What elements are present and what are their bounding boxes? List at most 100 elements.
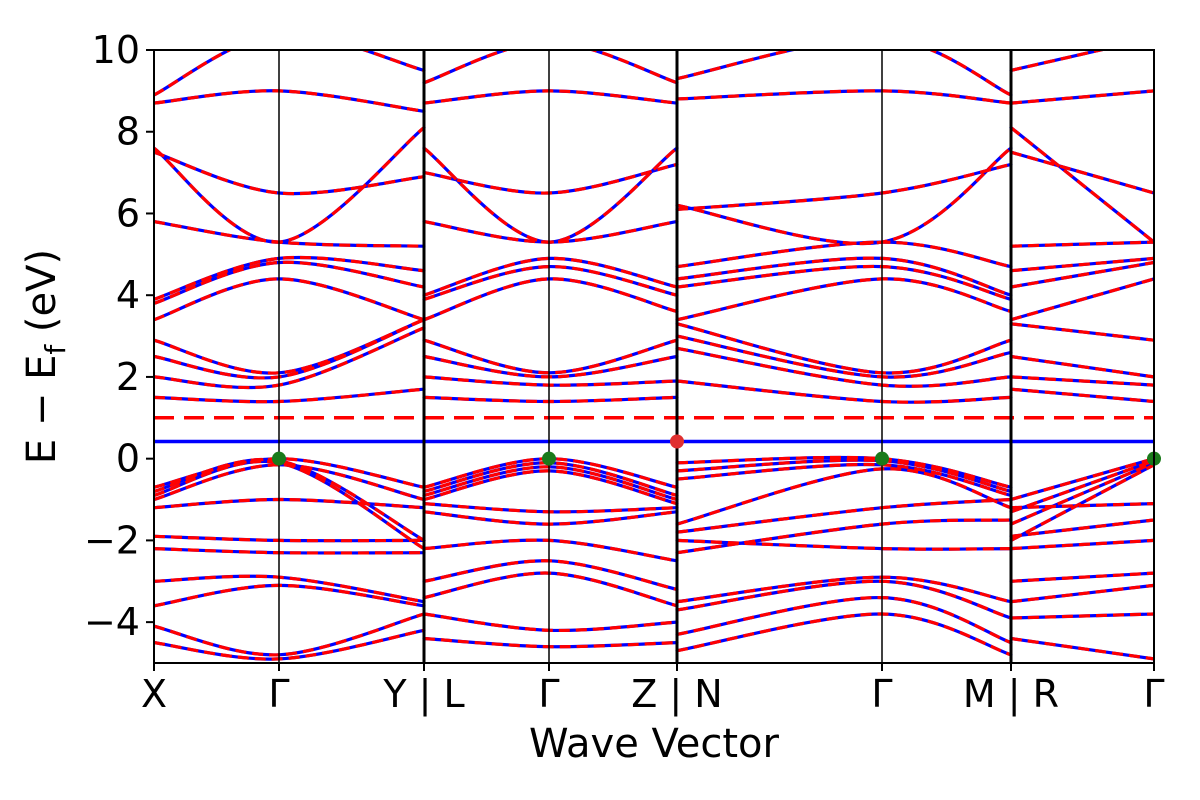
band-line-s1-b17-g2	[676, 256, 1012, 297]
band-line-s1-b19-g3	[1010, 150, 1154, 195]
band-line-s1-b0-g2	[676, 455, 1012, 489]
x-tick-label-6: M | R	[963, 672, 1059, 717]
band-line-s1-b8-g2	[676, 579, 1012, 620]
band-line-s0-b12-g2	[675, 346, 1013, 388]
x-tick-label-7: Γ	[1143, 672, 1164, 716]
band-line-s1-b21-g0	[154, 89, 425, 113]
band-line-s0-b15-g2	[675, 277, 1013, 322]
band-line-s1-b4-g2	[676, 497, 1012, 534]
band-line-s1-b0-g3	[1010, 457, 1154, 502]
band-line-s0-b22-g1	[422, 50, 679, 85]
band-line-s0-b14-g1	[422, 338, 679, 375]
band-line-s1-b2-g3	[1010, 461, 1154, 526]
band-line-s1-b14-g0	[154, 318, 425, 375]
band-line-s1-b6-g1	[423, 538, 678, 563]
band-line-s1-b22-g0	[154, 50, 425, 97]
y-tick-label-0: −4	[84, 600, 140, 644]
plot-frame	[153, 49, 1155, 664]
band-line-s1-b6-g3	[1010, 538, 1154, 551]
x-axis-title: Wave Vector	[529, 721, 780, 767]
band-line-s1-b7-g2	[676, 575, 1012, 604]
band-line-s1-b14-g3	[1010, 322, 1154, 342]
extremum-marker-2	[875, 451, 889, 466]
band-line-s1-b22-g2	[676, 50, 1012, 97]
extremum-marker-0	[272, 451, 286, 466]
band-line-s1-b22-g1	[423, 50, 678, 85]
x-ticks: X Γ Y | L Γ Z | N Γ M | R Γ	[141, 663, 1165, 717]
band-line-s0-b6-g1	[422, 538, 679, 563]
band-line-s1-b1-g2	[676, 458, 1012, 493]
band-line-s1-b14-g1	[423, 338, 678, 375]
y-tick-label-7: 10	[92, 28, 140, 72]
y-axis-title-main: E − E	[19, 355, 65, 465]
band-line-s1-b1-g0	[154, 457, 425, 542]
y-tick-label-2: 0	[116, 437, 140, 481]
y-tick-label-6: 8	[116, 110, 140, 154]
bands-layer	[154, 50, 1154, 661]
x-tick-label-3: Γ	[538, 672, 559, 716]
y-tick-label-3: 2	[116, 355, 140, 399]
band-line-s1-b16-g3	[1010, 260, 1154, 289]
markers-layer	[272, 434, 1161, 466]
band-line-s1-b17-g3	[1010, 256, 1154, 273]
band-line-s1-b5-g2	[676, 518, 1012, 555]
band-line-s1-b3-g0	[154, 463, 425, 502]
band-line-s0-b18-g2	[675, 240, 1013, 269]
band-line-s1-b8-g3	[1010, 583, 1154, 604]
kpoint-lines-layer	[278, 50, 1013, 663]
band-line-s0-b13-g0	[154, 318, 426, 380]
x-tick-label-4: Z | N	[631, 672, 722, 717]
band-line-s1-b2-g2	[676, 462, 1012, 497]
band-line-s1-b10-g3	[1010, 636, 1154, 661]
band-line-s1-b11-g2	[676, 379, 1012, 404]
band-line-s1-b21-g2	[676, 89, 1012, 105]
band-line-s1-b20-g3	[1009, 126, 1154, 244]
band-line-s1-b19-g1	[423, 162, 678, 195]
band-line-s0-b7-g1	[422, 559, 679, 591]
band-line-s1-b4-g3	[1010, 502, 1154, 510]
band-line-s1-b1-g3	[1010, 459, 1154, 514]
y-tick-label-4: 4	[116, 273, 140, 317]
band-line-s1-b7-g1	[423, 559, 678, 591]
band-line-s1-b19-g2	[676, 162, 1012, 211]
y-axis-title: E − Ef (eV)	[19, 249, 72, 464]
band-line-s1-b13-g0	[154, 318, 425, 380]
band-line-s1-b15-g3	[1010, 277, 1154, 322]
band-line-s1-b9-g1	[423, 612, 678, 633]
band-line-s1-b18-g3	[1010, 240, 1154, 248]
band-line-s1-b2-g0	[154, 459, 425, 550]
band-line-s1-b3-g2	[676, 467, 1012, 526]
extremum-marker-1	[542, 451, 556, 466]
band-line-s0-b2-g2	[675, 462, 1013, 497]
x-tick-label-0: X	[141, 672, 167, 716]
band-line-s1-b5-g3	[1010, 518, 1154, 538]
band-line-s1-b16-g1	[423, 264, 678, 301]
band-line-s1-b9-g3	[1010, 612, 1154, 620]
x-tick-label-1: Γ	[268, 672, 289, 716]
band-line-s1-b10-g2	[676, 612, 1012, 657]
band-line-s1-b16-g0	[154, 260, 425, 305]
reference-lines-layer	[154, 416, 1154, 444]
band-line-s1-b9-g2	[676, 595, 1012, 645]
band-line-s1-b13-g2	[676, 334, 1012, 379]
band-line-s1-b11-g3	[1010, 387, 1154, 404]
band-line-s0-b3-g0	[154, 463, 426, 502]
band-line-s1-b13-g3	[1010, 354, 1154, 379]
band-line-s1-b14-g2	[676, 322, 1012, 375]
band-line-s1-b15-g0	[154, 277, 425, 322]
band-line-s1-b15-g2	[676, 277, 1012, 322]
band-line-s0-b18-g1	[422, 220, 679, 244]
y-tick-label-1: −2	[84, 518, 140, 562]
y-ticks: −4 −2 0 2 4 6 8 10	[84, 28, 154, 644]
band-line-s0-b21-g2	[675, 89, 1013, 105]
band-line-s1-b21-g3	[1010, 89, 1154, 105]
band-line-s1-b18-g2	[676, 240, 1012, 269]
band-line-s1-b17-g1	[423, 256, 678, 297]
band-line-s1-b19-g0	[154, 150, 425, 196]
band-line-s0-b19-g2	[675, 162, 1013, 211]
band-line-s1-b6-g2	[676, 538, 1012, 551]
band-line-s0-b9-g1	[422, 612, 679, 633]
band-line-s1-b16-g2	[676, 264, 1012, 301]
band-line-s1-b18-g0	[154, 220, 425, 248]
